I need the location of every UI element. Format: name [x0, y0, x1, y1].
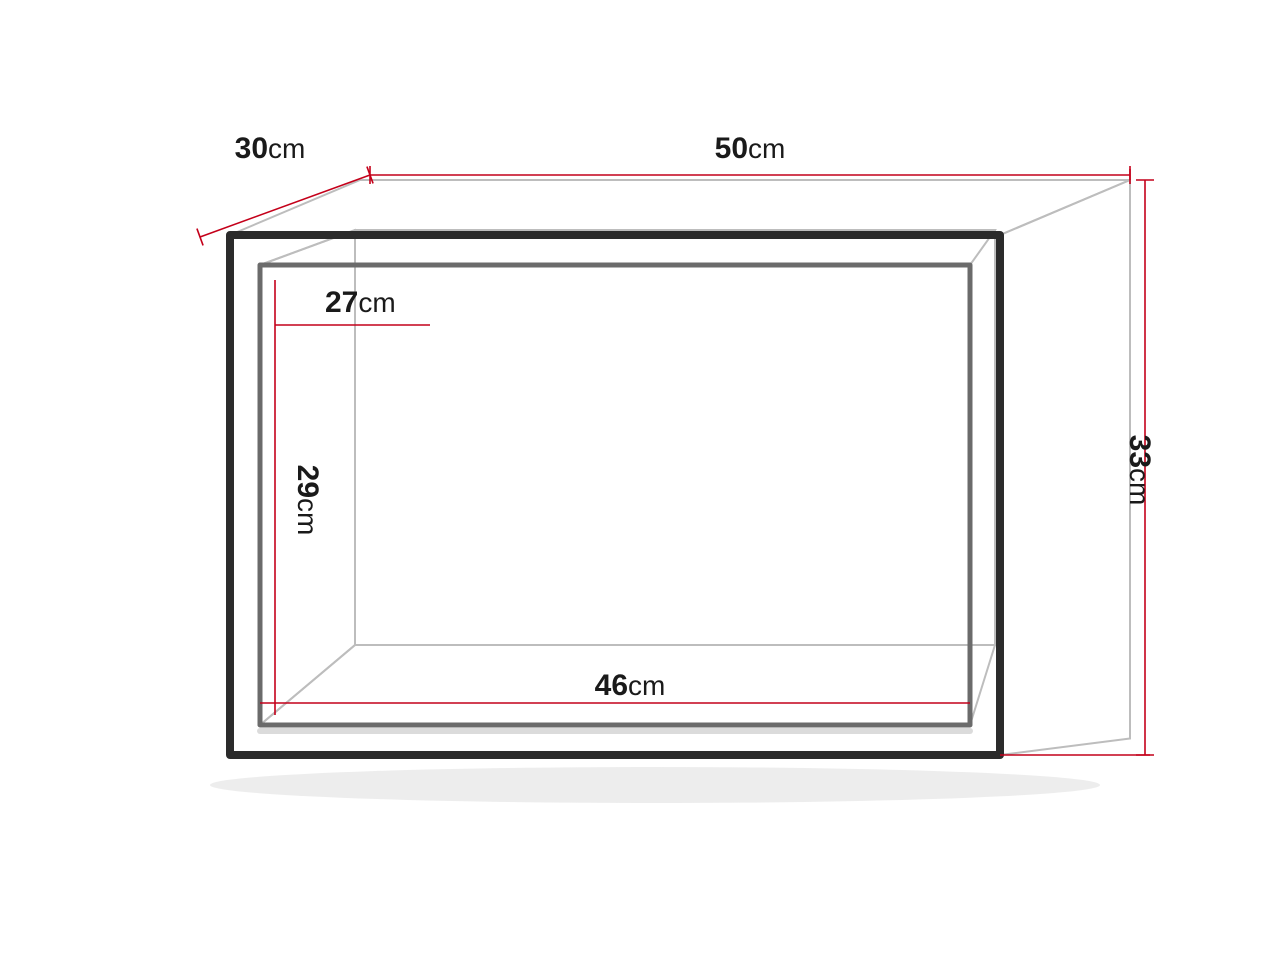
dim-line-width-outer — [370, 166, 1130, 184]
label-height-outer: 33cm — [1123, 435, 1156, 506]
cabinet-right-face — [1000, 180, 1130, 755]
svg-text:30cm: 30cm — [235, 132, 306, 165]
svg-text:50cm: 50cm — [715, 132, 786, 165]
svg-text:29cm: 29cm — [291, 465, 324, 536]
svg-text:33cm: 33cm — [1123, 435, 1156, 506]
dimension-diagram: 50cm 30cm 33cm 46cm 27cm 29cm — [0, 0, 1280, 960]
label-height-inner: 29cm — [291, 465, 324, 536]
label-depth-outer: 30cm — [235, 132, 306, 165]
cabinet-top-face — [230, 180, 1130, 235]
label-width-inner: 46cm — [595, 669, 666, 702]
svg-text:46cm: 46cm — [595, 669, 666, 702]
drop-shadow — [210, 767, 1100, 803]
label-width-outer: 50cm — [715, 132, 786, 165]
cabinet-back-panel — [355, 230, 995, 645]
label-depth-inner: 27cm — [325, 286, 396, 319]
cabinet-front-inner — [260, 265, 970, 725]
svg-text:27cm: 27cm — [325, 286, 396, 319]
